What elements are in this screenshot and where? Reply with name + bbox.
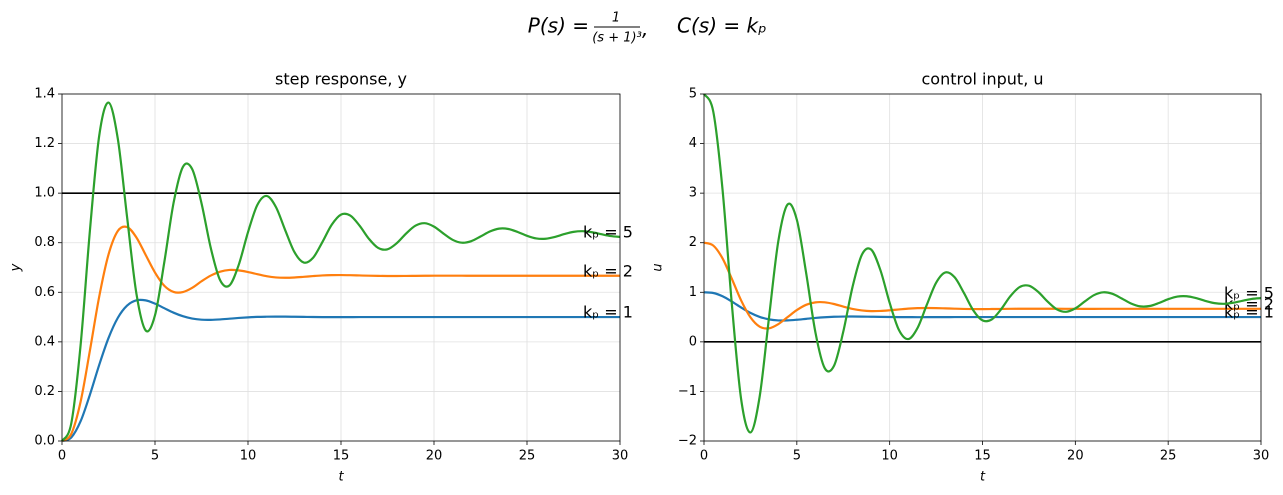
x-tick-label: 20 bbox=[426, 449, 443, 464]
suptitle-lhs: P(s) = bbox=[528, 14, 589, 38]
y-tick-label: 3 bbox=[689, 186, 697, 201]
x-tick-label: 10 bbox=[240, 449, 257, 464]
axes-frame bbox=[703, 93, 1262, 442]
x-tick-label: 0 bbox=[700, 449, 708, 464]
y-tick-label: 0.8 bbox=[34, 235, 55, 250]
x-tick-label: 10 bbox=[881, 449, 898, 464]
y-tick-label: 0.2 bbox=[34, 384, 55, 399]
series-label: kₚ = 2 bbox=[1224, 294, 1274, 313]
x-tick-label: 5 bbox=[793, 449, 801, 464]
x-tick-label: 15 bbox=[333, 449, 350, 464]
x-axis-label: t bbox=[338, 470, 344, 485]
x-tick-label: 20 bbox=[1067, 449, 1084, 464]
subplot-title: step response, y bbox=[275, 70, 407, 89]
series-line bbox=[61, 101, 621, 442]
x-tick-label: 25 bbox=[519, 449, 536, 464]
y-tick-label: 5 bbox=[689, 87, 697, 102]
series-line bbox=[61, 225, 620, 442]
series-line bbox=[703, 241, 1261, 330]
series-label: kₚ = 1 bbox=[583, 303, 633, 322]
y-tick-label: 0.0 bbox=[34, 434, 55, 449]
y-tick-label: 1.4 bbox=[34, 87, 55, 102]
y-tick-label: −2 bbox=[678, 434, 697, 449]
series-label: kₚ = 5 bbox=[583, 222, 633, 241]
series-line bbox=[703, 93, 1262, 434]
series-line bbox=[703, 291, 1261, 322]
suptitle: P(s) = 1 (s + 1)³ , C(s) = kₚ bbox=[528, 11, 767, 46]
y-axis-label: y bbox=[9, 263, 24, 272]
suptitle-denominator: (s + 1)³ bbox=[592, 31, 642, 46]
y-tick-label: 0.6 bbox=[34, 285, 55, 300]
x-tick-label: 30 bbox=[1253, 449, 1270, 464]
subplot: control input, u t u −2 −1 0 1 2 3 4 5 0 5 10 15 20 25 30… bbox=[651, 70, 1274, 485]
y-axis-label: u bbox=[651, 263, 666, 271]
x-tick-label: 0 bbox=[58, 449, 66, 464]
y-tick-label: 1 bbox=[689, 285, 697, 300]
series-label: kₚ = 2 bbox=[583, 261, 633, 280]
series-line bbox=[61, 298, 620, 443]
subplot: step response, y t y 0.0 0.2 0.4 0.6 0.8 1.0 1.2 1… bbox=[9, 70, 633, 485]
x-tick-label: 30 bbox=[612, 449, 629, 464]
y-tick-label: −1 bbox=[678, 384, 697, 399]
y-tick-label: 1.0 bbox=[34, 186, 55, 201]
x-tick-label: 25 bbox=[1160, 449, 1177, 464]
suptitle-rhs: C(s) = kₚ bbox=[677, 14, 767, 38]
y-tick-label: 1.2 bbox=[34, 136, 55, 151]
series-label: kₚ = 5 bbox=[1224, 284, 1274, 303]
y-tick-label: 4 bbox=[689, 136, 697, 151]
x-tick-label: 15 bbox=[974, 449, 991, 464]
y-tick-label: 2 bbox=[689, 235, 697, 250]
y-tick-label: 0 bbox=[689, 334, 697, 349]
subplot-title: control input, u bbox=[921, 70, 1043, 89]
suptitle-numerator: 1 bbox=[612, 11, 620, 26]
suptitle-separator: , bbox=[642, 17, 648, 41]
x-axis-label: t bbox=[980, 470, 986, 485]
y-tick-label: 0.4 bbox=[34, 334, 55, 349]
axes-frame bbox=[61, 93, 621, 442]
x-tick-label: 5 bbox=[151, 449, 159, 464]
series-label: kₚ = 1 bbox=[1224, 303, 1274, 322]
